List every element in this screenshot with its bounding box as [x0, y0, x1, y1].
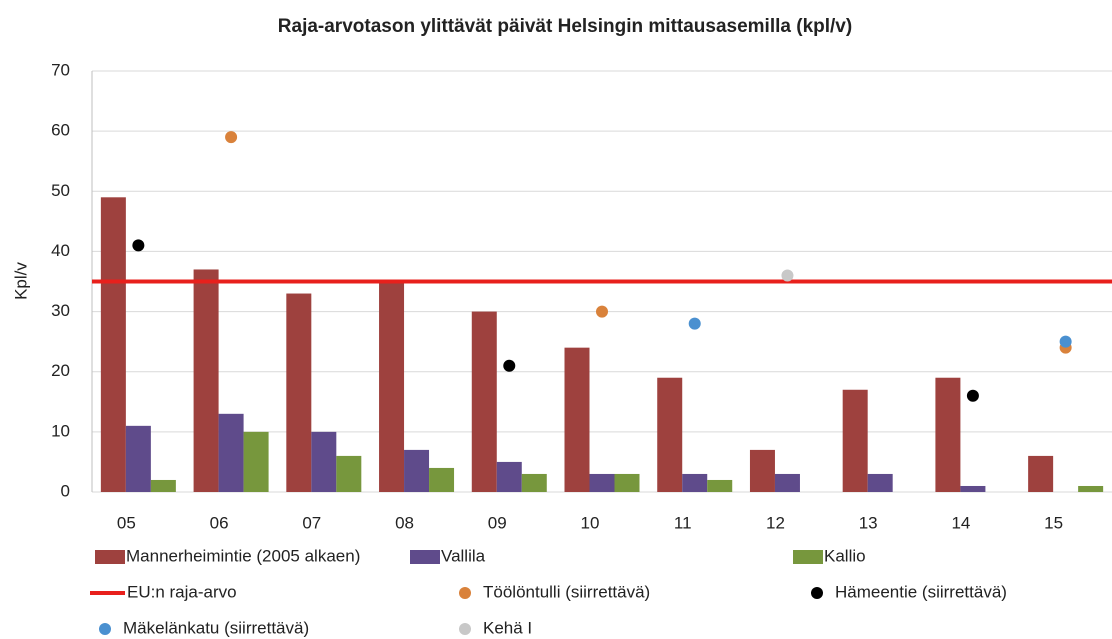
legend-swatch	[99, 623, 111, 635]
legend-swatch	[459, 623, 471, 635]
legend-swatch	[459, 587, 471, 599]
legend-label: Kallio	[824, 546, 866, 565]
bar	[867, 473, 893, 492]
bar	[243, 431, 269, 492]
legend-label: Kehä I	[483, 618, 532, 637]
point	[966, 389, 979, 402]
bar	[682, 473, 708, 492]
bar	[589, 473, 615, 492]
y-tick-label: 0	[61, 481, 70, 500]
bar	[749, 449, 775, 492]
y-tick-label: 20	[51, 361, 70, 380]
x-tick-label: 14	[951, 513, 970, 532]
bar	[100, 197, 126, 493]
y-axis-label: Kpl/v	[11, 262, 30, 300]
point	[132, 239, 145, 252]
bar	[521, 473, 547, 492]
bar	[842, 389, 868, 492]
bar	[429, 467, 455, 492]
bar	[614, 473, 640, 492]
point	[596, 305, 608, 318]
bar	[193, 269, 219, 492]
legend-label: Mannerheimintie (2005 alkaen)	[126, 546, 360, 565]
bar	[404, 449, 430, 492]
x-tick-label: 07	[302, 513, 321, 532]
bar	[1078, 485, 1104, 492]
legend-swatch	[410, 550, 440, 564]
legend-swatch	[793, 550, 823, 564]
bar	[125, 425, 151, 492]
x-tick-label: 09	[488, 513, 507, 532]
x-tick-label: 08	[395, 513, 414, 532]
bar	[286, 293, 312, 492]
y-tick-label: 60	[51, 121, 70, 140]
legend-swatch	[811, 587, 823, 599]
y-tick-label: 10	[51, 421, 70, 440]
legend-label: EU:n raja-arvo	[127, 582, 237, 601]
legend-label: Mäkelänkatu (siirrettävä)	[123, 618, 309, 637]
y-tick-label: 40	[51, 241, 70, 260]
bar	[311, 431, 337, 492]
point	[781, 269, 794, 282]
bar	[960, 485, 986, 492]
legend-swatch	[95, 550, 125, 564]
legend-label: Vallila	[441, 546, 486, 565]
y-tick-label: 50	[51, 181, 70, 200]
y-tick-label: 70	[51, 60, 70, 79]
bar	[1028, 455, 1054, 492]
point	[225, 131, 238, 144]
x-tick-label: 06	[210, 513, 229, 532]
bar	[336, 455, 362, 492]
x-tick-label: 12	[766, 513, 785, 532]
point	[1059, 335, 1072, 348]
bar	[471, 311, 497, 492]
x-tick-label: 10	[581, 513, 600, 532]
bar	[496, 461, 522, 492]
point	[688, 317, 701, 330]
bar	[774, 473, 800, 492]
y-tick-label: 30	[51, 301, 70, 320]
x-tick-label: 15	[1044, 513, 1063, 532]
bar	[218, 413, 244, 492]
point	[503, 359, 516, 372]
x-tick-label: 11	[674, 513, 692, 532]
bar	[379, 281, 405, 492]
bar	[657, 377, 683, 492]
bar	[935, 377, 961, 492]
x-tick-label: 05	[117, 513, 136, 532]
bar	[150, 479, 176, 492]
chart-title: Raja-arvotason ylittävät päivät Helsingi…	[278, 16, 852, 37]
legend-label: Töölöntulli (siirrettävä)	[483, 582, 650, 601]
bar	[564, 347, 590, 492]
legend-label: Hämeentie (siirrettävä)	[835, 582, 1007, 601]
x-tick-label: 13	[859, 513, 878, 532]
bar	[707, 479, 733, 492]
